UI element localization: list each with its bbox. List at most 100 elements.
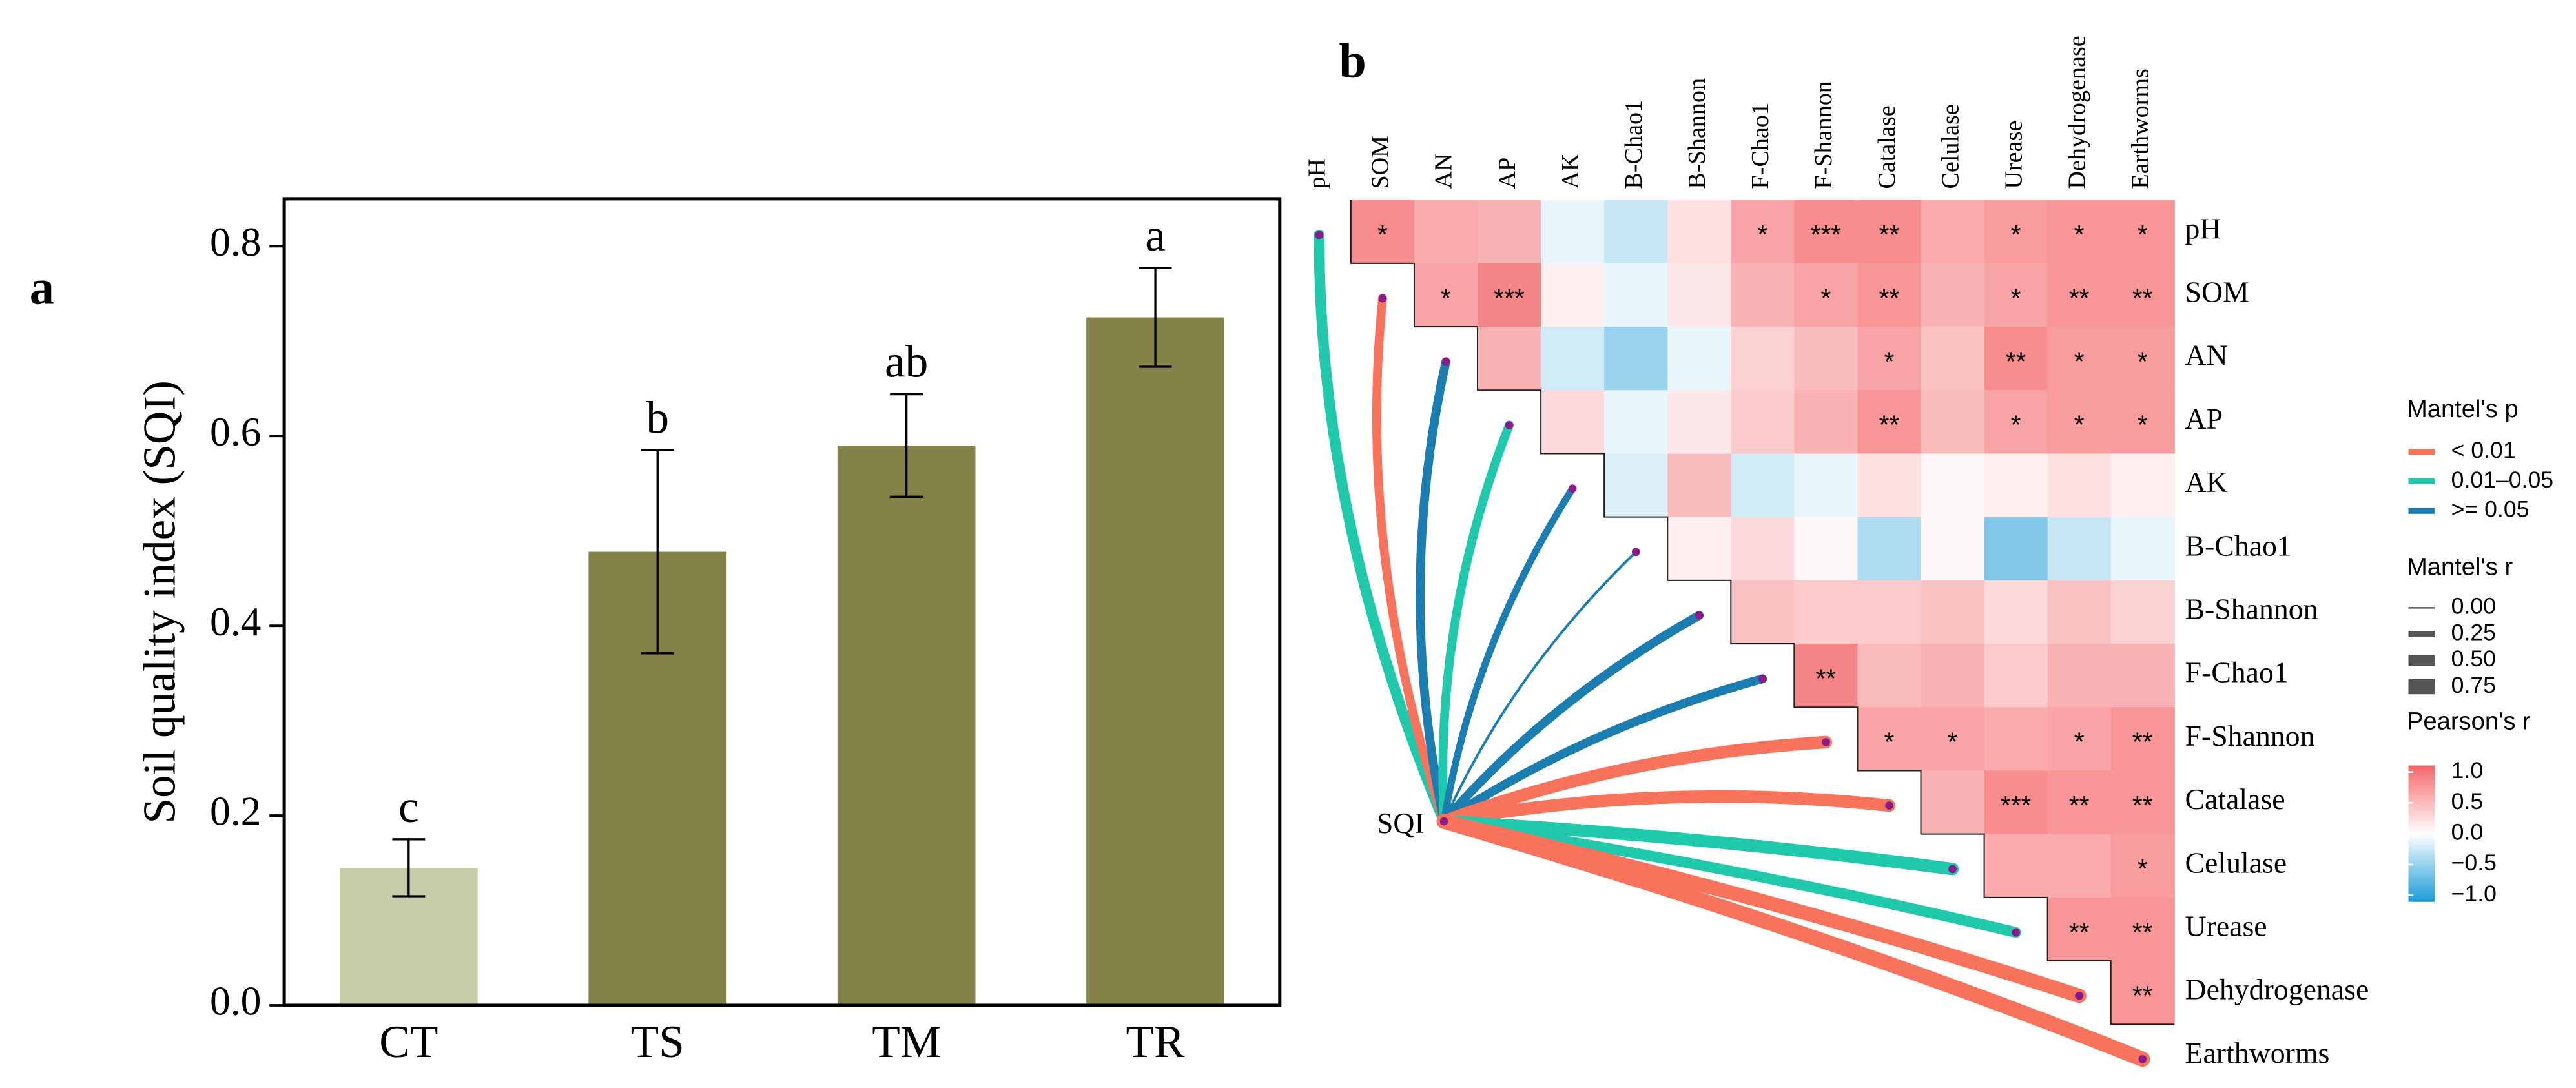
legend-label: < 0.01 (2451, 437, 2516, 463)
heatmap-cell (2047, 834, 2112, 898)
cell-star: ** (2069, 917, 2090, 947)
heatmap-cell (1984, 200, 2048, 264)
heatmap-cell (1984, 834, 2048, 898)
heatmap-cell (1921, 517, 1985, 581)
heatmap-cell (1794, 263, 1859, 328)
cell-star: *** (1811, 220, 1842, 249)
cell-star: * (2138, 347, 2148, 376)
heatmap-cell (1984, 707, 2048, 772)
x-tick-label: TM (872, 1017, 941, 1067)
y-tick-label: 0.6 (210, 409, 262, 455)
y-tick-label: 0.4 (210, 599, 262, 644)
cell-star: * (2011, 410, 2021, 440)
heatmap-cell (1731, 517, 1795, 581)
variable-node (2138, 1055, 2147, 1063)
cell-star: ** (1879, 220, 1900, 249)
cell-star: * (1757, 220, 1767, 249)
row-label: F-Chao1 (2185, 656, 2289, 689)
column-label: B-Shannon (1684, 78, 1711, 189)
column-label: AK (1557, 153, 1584, 189)
heatmap-cell (2110, 517, 2175, 581)
y-tick-label: 0.8 (210, 219, 262, 265)
cell-star: * (2011, 283, 2021, 313)
row-label: Urease (2185, 909, 2267, 942)
mantel-link (1437, 735, 1833, 828)
significance-letter: b (646, 393, 669, 443)
heatmap-cell (1921, 707, 1985, 772)
cell-star: * (1820, 283, 1831, 313)
colorbar-label: −1.0 (2451, 881, 2497, 907)
legend-label: 0.75 (2451, 672, 2496, 698)
legend-title: Pearson's r (2407, 707, 2531, 735)
heatmap-cell (1478, 327, 1542, 391)
y-tick-label: 0.2 (210, 788, 262, 834)
cell-star: * (2074, 727, 2085, 757)
row-label: Catalase (2185, 783, 2285, 816)
mantel-link (1443, 550, 1638, 823)
legend-title: Mantel's p (2407, 395, 2519, 423)
cell-star: * (2074, 347, 2085, 376)
heatmap-cell (1667, 263, 1732, 328)
error-bar (392, 838, 426, 898)
cell-star: * (2138, 410, 2148, 440)
heatmap-cell (1667, 327, 1732, 391)
heatmap-cell (2110, 897, 2175, 962)
row-label: AN (2185, 339, 2228, 372)
row-label: pH (2185, 212, 2221, 245)
heatmap-cell (1794, 517, 1859, 581)
cell-star: * (1884, 347, 1895, 376)
mantel-link (1436, 814, 2150, 1067)
column-label: F-Chao1 (1747, 103, 1774, 189)
cell-star: ** (2069, 790, 2090, 820)
heatmap-cell (2110, 707, 2175, 772)
row-label: B-Shannon (2185, 592, 2318, 625)
legend-label: 0.00 (2451, 593, 2496, 619)
cell-star: *** (2001, 790, 2032, 820)
variable-node (1758, 674, 1767, 683)
heatmap-cell (1857, 453, 1922, 518)
heatmap-cell (2047, 707, 2112, 772)
heatmap-cell (1857, 517, 1922, 581)
heatmap-cell (1667, 390, 1732, 455)
colorbar-label: 1.0 (2451, 757, 2484, 783)
cell-star: * (1948, 727, 1958, 757)
mantel-link (1440, 485, 1576, 825)
cell-star: ** (2006, 347, 2026, 376)
mantel-link (1314, 229, 1450, 827)
heatmap-cell (1794, 390, 1859, 455)
panel-label: b (1339, 33, 1366, 88)
column-label: B-Chao1 (1620, 100, 1647, 189)
heatmap-cell (1857, 390, 1922, 455)
row-label: SOM (2185, 275, 2249, 308)
panel-label: a (30, 260, 54, 314)
column-label: Urease (2000, 121, 2027, 189)
mantel-link (1437, 790, 1896, 828)
column-label: Earthworms (2127, 68, 2154, 189)
heatmap-cell (1731, 390, 1795, 455)
variable-node (1441, 357, 1450, 366)
heatmap-cell (1731, 453, 1795, 518)
heatmap-cell (1984, 644, 2048, 708)
bar (1086, 317, 1224, 1005)
error-bar (641, 449, 674, 655)
heatmap-cell (1857, 644, 1922, 708)
heatmap-cell (1857, 263, 1922, 328)
column-label: Dehydrogenase (2063, 36, 2090, 189)
heatmap-cell (1794, 200, 1859, 264)
heatmap-cell (2110, 644, 2175, 708)
heatmap-cell (2110, 200, 2175, 264)
column-label: AN (1430, 153, 1458, 189)
colorbar-label: 0.5 (2451, 788, 2484, 814)
cell-star: ** (2069, 283, 2090, 313)
x-tick-label: TR (1126, 1017, 1186, 1067)
variable-node (2012, 928, 2020, 937)
legend-label: >= 0.05 (2451, 497, 2530, 522)
row-label: Celulase (2185, 846, 2287, 879)
heatmap-cell (1794, 453, 1859, 518)
cell-star: ** (1816, 664, 1837, 693)
heatmap-cell (2110, 834, 2175, 898)
cell-star: ** (2132, 727, 2153, 757)
cell-star: * (2138, 854, 2148, 883)
cell-star: * (2138, 220, 2148, 249)
heatmap-cell (2110, 390, 2175, 455)
